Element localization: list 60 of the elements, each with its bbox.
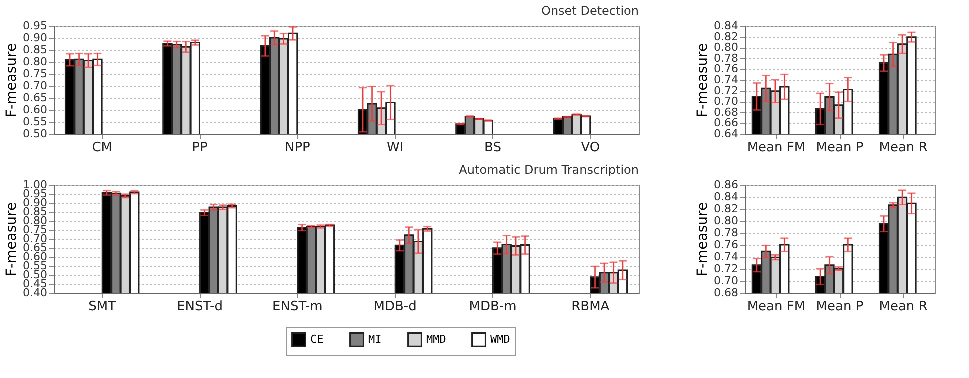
legend-label: MMD [426,332,446,346]
y-tick-label: 0.80 [714,214,738,228]
y-axis-title: F-measure [4,43,20,118]
y-tick-label: 0.95 [23,20,48,32]
y-tick-label: 0.76 [714,238,738,252]
y-tick-label: 0.68 [714,286,738,300]
y-tick-label: 0.80 [23,56,48,68]
y-tick-label: 0.72 [714,262,738,276]
y-tick-label: 0.82 [714,202,738,216]
x-tick-label: MDB-m [469,300,517,314]
y-tick-label: 0.74 [714,250,738,264]
y-tick-label: 0.85 [23,44,48,56]
x-tick-label: Mean R [879,300,928,314]
chart-title: Onset Detection [542,4,639,18]
y-axis-title: F-measure [695,43,712,118]
x-tick-label: ENST-m [272,300,323,314]
y-tick-label: 0.90 [23,32,48,44]
y-tick-label: 0.66 [714,116,738,130]
y-tick-label: 0.55 [23,116,48,128]
y-axis-title: F-measure [695,202,712,277]
x-tick-label: CM [92,140,112,156]
y-tick-label: 0.74 [714,74,738,86]
y-tick-label: 0.72 [714,84,738,98]
x-tick-label: SMT [88,300,116,314]
y-tick-label: 0.82 [714,30,738,44]
x-tick-label: Mean R [879,140,928,156]
y-tick-label: 0.76 [714,62,738,76]
y-tick-label: 0.60 [23,104,48,116]
chart-title: Automatic Drum Transcription [459,163,639,177]
legend-label: MI [368,332,382,346]
legend-label: CE [310,332,324,346]
x-tick-label: RBMA [572,300,610,314]
y-tick-label: 0.68 [714,106,738,119]
y-tick-label: 0.84 [714,190,738,204]
y-tick-label: 0.75 [23,68,48,80]
y-tick-label: 0.86 [714,178,738,192]
x-tick-label: BS [484,140,502,156]
y-tick-label: 0.65 [23,92,48,104]
y-axis-title: F-measure [4,202,20,277]
y-tick-label: 0.80 [714,41,738,54]
y-tick-label: 0.64 [714,128,738,140]
x-tick-label: ENST-d [177,300,223,314]
x-tick-label: VO [581,140,600,156]
x-tick-label: MDB-d [374,300,417,314]
x-tick-label: Mean P [816,300,864,314]
y-tick-label: 0.70 [23,80,48,92]
x-tick-label: PP [192,140,208,156]
y-tick-label: 0.78 [714,52,738,65]
y-tick-label: 0.84 [714,20,738,32]
y-tick-label: 0.40 [23,286,48,300]
y-tick-label: 0.70 [714,274,738,288]
x-tick-label: WI [386,140,404,156]
y-tick-label: 0.50 [23,128,48,140]
y-tick-label: 0.70 [714,95,738,108]
y-tick-label: 0.78 [714,226,738,240]
x-tick-label: Mean FM [747,140,806,156]
x-tick-label: Mean P [816,140,864,156]
x-tick-label: NPP [284,140,311,156]
x-tick-label: Mean FM [747,300,806,314]
legend-label: WMD [490,332,510,346]
